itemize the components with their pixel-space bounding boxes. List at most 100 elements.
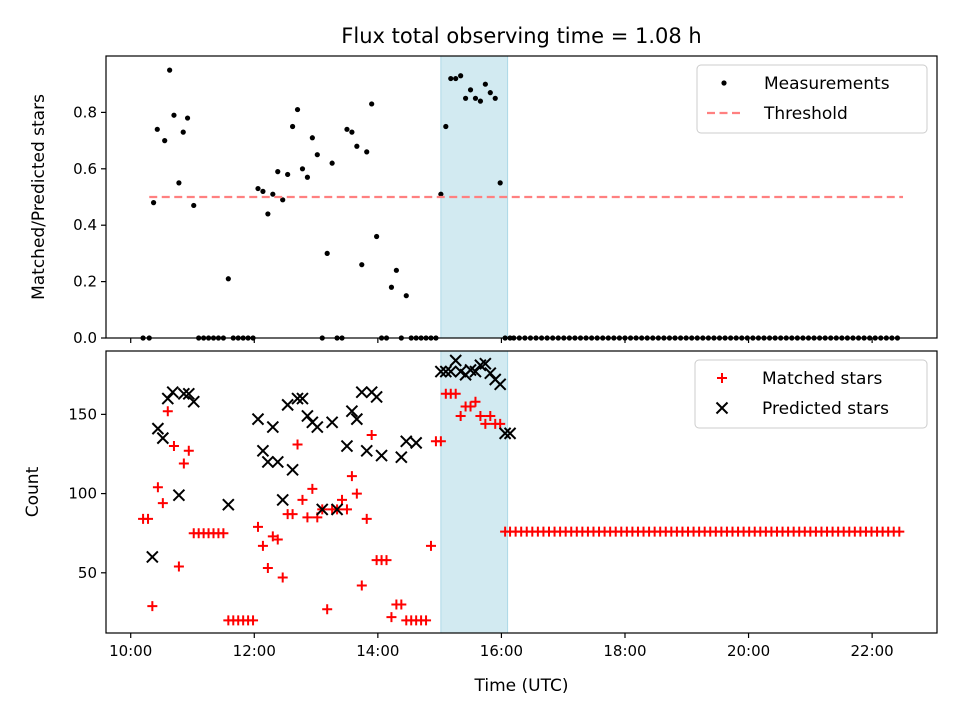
bottom-point xyxy=(183,445,194,456)
bottom-legend: Matched stars Predicted stars xyxy=(694,359,928,429)
top-point xyxy=(176,180,182,186)
top-point xyxy=(299,166,306,172)
top-point xyxy=(289,123,296,130)
bottom-point xyxy=(449,354,462,367)
top-point xyxy=(324,250,330,256)
bottom-y-tick-label: 150 xyxy=(68,405,97,423)
x-tick-label: 12:00 xyxy=(233,642,276,660)
top-point xyxy=(467,87,474,93)
bottom-point xyxy=(152,482,163,493)
top-point xyxy=(225,276,231,282)
bottom-point xyxy=(322,604,333,615)
bottom-point xyxy=(350,412,364,426)
bottom-point xyxy=(276,493,289,507)
bottom-point xyxy=(251,412,265,426)
top-point xyxy=(393,267,399,273)
top-point xyxy=(167,67,173,73)
top-point xyxy=(180,129,186,135)
bottom-point xyxy=(316,503,329,516)
chart-title: Flux total observing time = 1.08 h xyxy=(341,24,701,48)
top-panel-ratio-plot: 0.0 0.2 0.4 0.6 0.8 Measurements Threshold xyxy=(73,55,938,347)
top-y-tick-label: 0.8 xyxy=(73,103,97,121)
top-point xyxy=(359,262,365,268)
bottom-point xyxy=(475,410,486,421)
bottom-point xyxy=(325,416,339,429)
bottom-point xyxy=(248,615,259,626)
bottom-point xyxy=(345,404,359,418)
top-point xyxy=(150,200,157,206)
bottom-point xyxy=(178,458,189,469)
bottom-point xyxy=(287,509,298,520)
bottom-point xyxy=(266,420,280,434)
top-point xyxy=(364,149,370,155)
top-point xyxy=(482,81,488,87)
top-point xyxy=(270,191,276,197)
bottom-point xyxy=(172,488,186,502)
x-tick-label: 20:00 xyxy=(727,642,770,660)
top-point xyxy=(191,202,197,209)
x-axis-label: Time (UTC) xyxy=(474,676,569,696)
bottom-point xyxy=(156,431,170,445)
bottom-point xyxy=(252,521,263,532)
bottom-point xyxy=(162,406,173,417)
top-point xyxy=(344,126,350,132)
top-point xyxy=(294,106,301,113)
bottom-series-matched-stars xyxy=(138,388,511,626)
bottom-point xyxy=(386,612,397,623)
bottom-point xyxy=(151,422,165,435)
top-series-measurements xyxy=(140,67,513,341)
bottom-point xyxy=(281,398,294,412)
bottom-legend-swatch xyxy=(715,401,729,415)
bottom-point xyxy=(337,494,348,505)
bottom-point xyxy=(341,504,352,515)
bottom-point xyxy=(173,561,184,572)
top-point xyxy=(354,143,360,149)
bottom-point xyxy=(434,365,448,378)
bottom-point xyxy=(444,365,457,378)
bottom-point xyxy=(256,444,270,458)
bottom-point xyxy=(381,555,392,566)
bottom-legend-box xyxy=(694,359,928,429)
bottom-point xyxy=(480,418,491,429)
top-point xyxy=(265,211,271,217)
bottom-point xyxy=(177,387,191,400)
top-point xyxy=(403,293,409,299)
bottom-point xyxy=(894,526,905,537)
bottom-y-axis-label: Count xyxy=(23,466,43,517)
bottom-point xyxy=(296,392,309,405)
top-point xyxy=(472,95,479,101)
top-axes-frame xyxy=(105,55,938,339)
bottom-point xyxy=(222,498,235,511)
x-tick-label: 16:00 xyxy=(480,642,523,660)
bottom-point xyxy=(346,471,357,482)
top-point xyxy=(314,152,320,158)
top-point xyxy=(492,95,498,101)
bottom-point xyxy=(425,540,436,551)
top-y-tick-label: 0.6 xyxy=(73,160,97,178)
top-point xyxy=(462,95,469,101)
bottom-series-predicted-stars xyxy=(146,354,517,564)
bottom-point xyxy=(356,580,367,591)
bottom-legend-swatch xyxy=(717,373,727,383)
bottom-point xyxy=(302,512,313,523)
top-point xyxy=(184,115,191,121)
bottom-point xyxy=(366,429,377,440)
bottom-point xyxy=(143,513,154,524)
bottom-axes-frame xyxy=(105,350,938,634)
x-tick-label: 10:00 xyxy=(109,642,152,660)
bottom-point xyxy=(375,449,388,462)
bottom-point xyxy=(435,436,446,447)
top-legend-label: Threshold xyxy=(763,104,848,124)
bottom-point xyxy=(272,534,283,545)
bottom-point xyxy=(257,540,268,551)
bottom-point xyxy=(465,401,476,412)
top-legend-box xyxy=(696,64,928,134)
top-point xyxy=(438,191,444,197)
bottom-point xyxy=(340,439,354,453)
bottom-highlight-band xyxy=(440,350,509,634)
top-point xyxy=(477,98,484,104)
bottom-point xyxy=(470,396,481,407)
bottom-y-tick-label: 50 xyxy=(78,564,97,582)
x-tick-label: 18:00 xyxy=(603,642,646,660)
